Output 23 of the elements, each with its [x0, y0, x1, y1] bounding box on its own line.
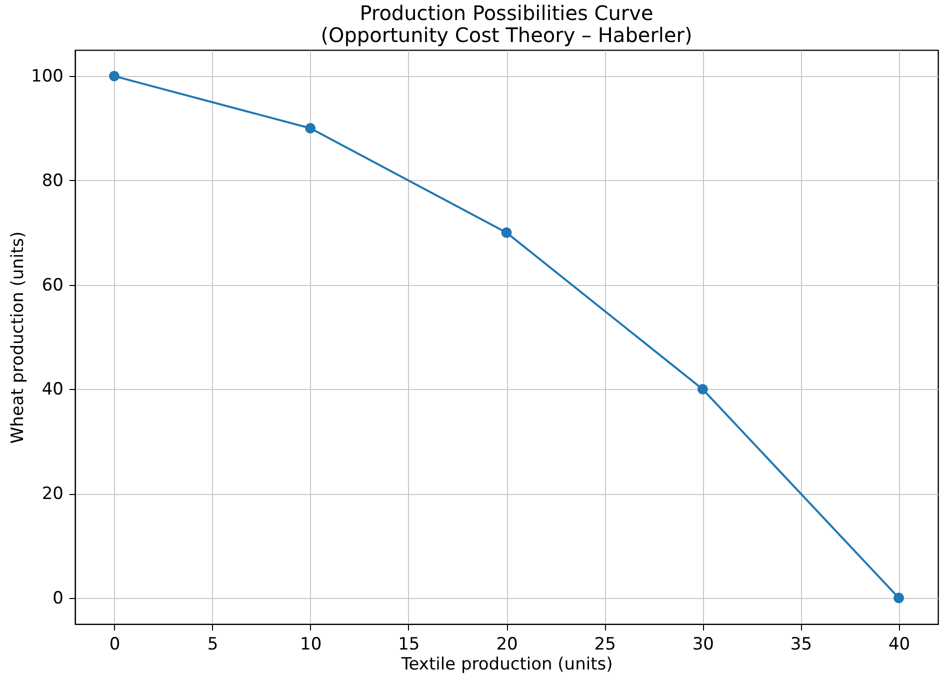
x-tick-label: 25	[594, 634, 616, 654]
point	[108, 70, 120, 82]
chart-title: Production Possibilities Curve (Opportunity Cost Theory – Haberler)	[320, 1, 692, 47]
y-axis-title: Wheat production (units)	[8, 231, 28, 444]
point	[305, 123, 316, 134]
x-tick-label: 15	[398, 634, 420, 654]
x-tick-label: 5	[207, 634, 218, 654]
x-tick-label: 35	[790, 634, 812, 654]
y-tick-label: 0	[52, 588, 64, 608]
x-tick-label: 20	[496, 634, 518, 654]
x-tick-label: 30	[692, 634, 714, 654]
y-tick-label: 80	[42, 170, 64, 191]
y-tick-label: 20	[42, 484, 64, 504]
point	[501, 227, 512, 238]
x-tick-label: 0	[109, 634, 120, 654]
point	[894, 592, 904, 604]
x-tick-label: 40	[888, 634, 910, 654]
y-tick-label: 60	[42, 275, 64, 296]
point	[697, 384, 708, 394]
x-tick-label: 10	[300, 634, 322, 654]
x-axis-title: Textile production (units)	[400, 654, 613, 674]
y-tick-label: 40	[42, 380, 64, 400]
y-tick-label: 100	[31, 66, 64, 87]
